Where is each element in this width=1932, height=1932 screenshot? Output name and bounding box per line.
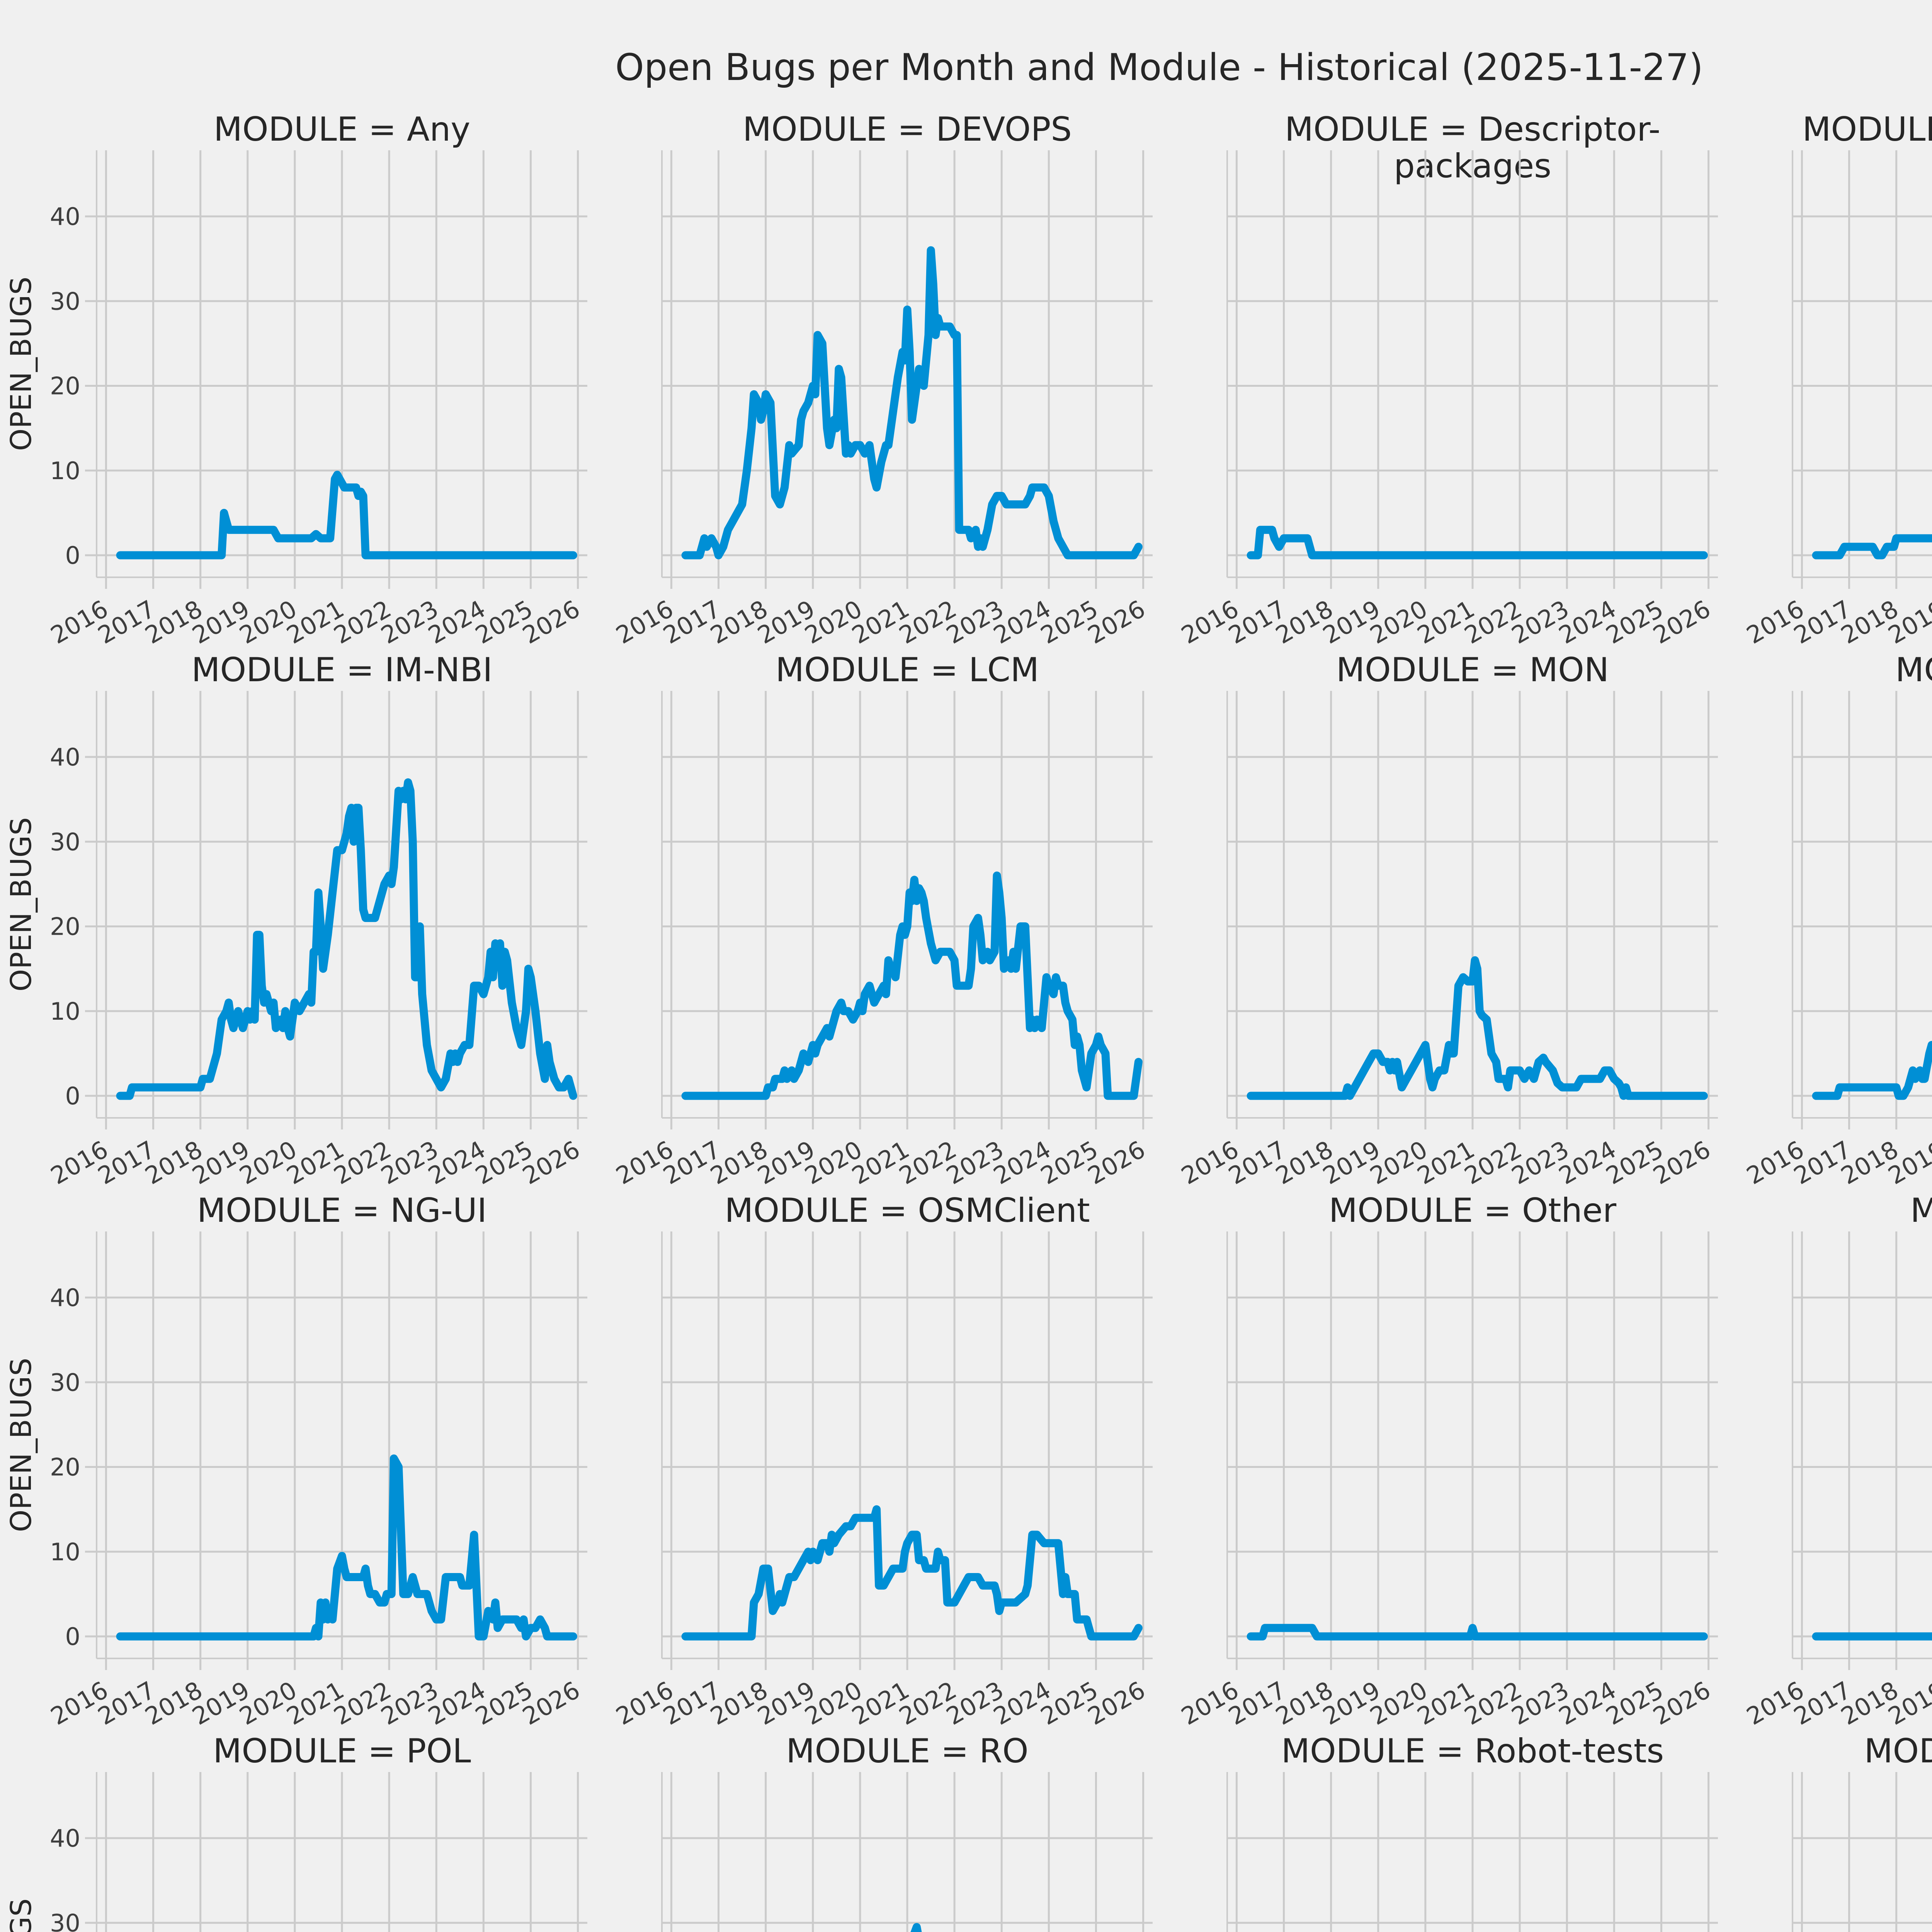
facet-plot: 2016201720182019202020212022202320242025… xyxy=(5,150,587,650)
facet-RO: MODULE = RO20162017201820192020202120222… xyxy=(661,1726,1153,1932)
facet-title: MODULE = Any xyxy=(213,110,471,149)
facet-plot: 2016201720182019202020212022202320242025… xyxy=(1177,1231,1718,1731)
facet-plot: 2016201720182019202020212022202320242025… xyxy=(5,691,587,1190)
facet-title: MODULE = PLA xyxy=(1910,1191,1932,1230)
y-tick-label: 0 xyxy=(65,541,80,570)
facet-plot: 2016201720182019202020212022202320242025… xyxy=(611,1231,1153,1731)
facet-plot: 2016201720182019202020212022202320242025… xyxy=(1742,1231,1932,1731)
facet-plot: 2016201720182019202020212022202320242025… xyxy=(611,150,1153,650)
data-line xyxy=(681,871,1143,1100)
data-line xyxy=(1812,1632,1932,1641)
page-title: Open Bugs per Month and Module - Histori… xyxy=(615,46,1703,89)
y-tick-label: 20 xyxy=(50,372,80,400)
y-axis-label: OPEN_BUGS xyxy=(5,1898,38,1932)
data-line xyxy=(116,471,577,560)
facet-title: MODULE = OSMClient xyxy=(724,1191,1090,1230)
facet-OSMClient: MODULE = OSMClient 2016 2017 2018 2019 2020 20… xyxy=(611,1185,1153,1731)
data-line xyxy=(116,778,577,1100)
y-axis-label: OPEN_BUGS xyxy=(5,1358,38,1532)
facet-N2VC: MODULE = N2VC201620172018201920202021202… xyxy=(1742,645,1932,1190)
data-line xyxy=(1812,534,1932,560)
y-tick-label: 30 xyxy=(50,1368,80,1396)
facet-Descriptor-packages: MODULE = Descriptor-packages 2016 2017 2018… xyxy=(1177,104,1718,650)
facet-title: MODULE = POL xyxy=(213,1732,471,1770)
facet-title: MODULE = DEVOPS xyxy=(742,110,1072,149)
facet-PLA: MODULE = PLA2016201720182019202020212022… xyxy=(1742,1185,1932,1731)
facet-plot: 2016201720182019202020212022202320242025… xyxy=(1792,1772,1932,1932)
facet-title: MODULE = Robot-tests xyxy=(1281,1732,1664,1770)
facet-plot: 2016201720182019202020212022202320242025… xyxy=(1742,150,1932,650)
y-tick-label: 40 xyxy=(50,1824,80,1852)
facet-plot: 2016201720182019202020212022202320242025… xyxy=(1177,691,1718,1190)
facet-title: MODULE = N2VC xyxy=(1895,651,1932,689)
data-line xyxy=(116,1454,577,1641)
facet-DEVOPS: MODULE = DEVOPS 2016 2017 2018 2019 2020 2021 2… xyxy=(611,104,1153,650)
y-tick-label: 30 xyxy=(50,287,80,315)
facet-MON: MODULE = MON 2016 2017 2018 2019 2020 2021 2022… xyxy=(1177,645,1718,1190)
facet-title: MODULE = MON xyxy=(1336,651,1609,689)
data-line xyxy=(1812,1041,1932,1100)
y-tick-label: 40 xyxy=(50,743,80,771)
data-line xyxy=(1247,1624,1708,1641)
data-line xyxy=(681,246,1143,560)
y-axis-label: OPEN_BUGS xyxy=(5,277,38,451)
facet-Documentation / Wiki: MODULE = Documentation / Wiki20162017201… xyxy=(1742,104,1932,650)
y-tick-label: 10 xyxy=(50,1538,80,1566)
facet-plot: 2016201720182019202020212022202320242025… xyxy=(5,1231,587,1731)
facet-plot: 2016201720182019202020212022202320242025… xyxy=(661,1772,1153,1932)
facet-grid: MODULE = Any 2016 2017 2018 2019 2020 2021 2022… xyxy=(0,104,1932,1932)
facet-plot: 2016201720182019202020212022202320242025… xyxy=(1177,150,1718,650)
y-tick-label: 40 xyxy=(50,202,80,231)
y-tick-label: 30 xyxy=(50,828,80,856)
facet-plot: 2016201720182019202020212022202320242025… xyxy=(5,1772,587,1932)
facet-Robot-tests: MODULE = Robot-tests20162017201820192020… xyxy=(1226,1726,1718,1932)
y-tick-label: 0 xyxy=(65,1622,80,1651)
facet-title: MODULE = LCM xyxy=(775,651,1039,689)
y-tick-label: 10 xyxy=(50,457,80,485)
facet-plot: 2016201720182019202020212022202320242025… xyxy=(1742,691,1932,1190)
facet-plot: 2016201720182019202020212022202320242025… xyxy=(1226,1772,1718,1932)
facet-title: MODULE = Unknown xyxy=(1864,1732,1932,1770)
y-tick-label: 20 xyxy=(50,913,80,941)
data-line xyxy=(681,1505,1143,1641)
y-tick-label: 30 xyxy=(50,1909,80,1932)
facet-Any: MODULE = Any 2016 2017 2018 2019 2020 2021 2022… xyxy=(5,104,587,650)
facet-title: MODULE = Other xyxy=(1328,1191,1617,1230)
facet-title: MODULE = NG-UI xyxy=(197,1191,487,1230)
facet-plot: 2016201720182019202020212022202320242025… xyxy=(611,691,1153,1190)
data-line xyxy=(1247,956,1708,1100)
y-axis-label: OPEN_BUGS xyxy=(5,817,38,992)
facet-title: MODULE = Descriptor-packages xyxy=(1284,110,1661,185)
y-tick-label: 10 xyxy=(50,997,80,1026)
data-line xyxy=(910,1923,922,1932)
y-tick-label: 40 xyxy=(50,1284,80,1312)
y-tick-label: 0 xyxy=(65,1082,80,1110)
facet-title: MODULE = IM-NBI xyxy=(191,651,493,689)
facet-Other: MODULE = Other 2016 2017 2018 2019 2020 2021 20… xyxy=(1177,1185,1718,1731)
y-tick-label: 20 xyxy=(50,1453,80,1481)
facet-Unknown: MODULE = Unknown201620172018201920202021… xyxy=(1792,1726,1932,1932)
data-line xyxy=(1247,526,1708,560)
facet-IM-NBI: MODULE = IM-NBI 2016 2017 2018 2019 2020 2021 2… xyxy=(5,645,587,1190)
facet-title: MODULE = RO xyxy=(786,1732,1029,1770)
facet-title: MODULE = Documentation / Wiki xyxy=(1802,110,1932,149)
facet-POL: MODULE = POL2016201720182019202020212022… xyxy=(5,1726,587,1932)
facet-LCM: MODULE = LCM 2016 2017 2018 2019 2020 2021 2022… xyxy=(611,645,1153,1190)
facet-NG-UI: MODULE = NG-UI 2016 2017 2018 2019 2020 2021 20… xyxy=(5,1185,587,1731)
